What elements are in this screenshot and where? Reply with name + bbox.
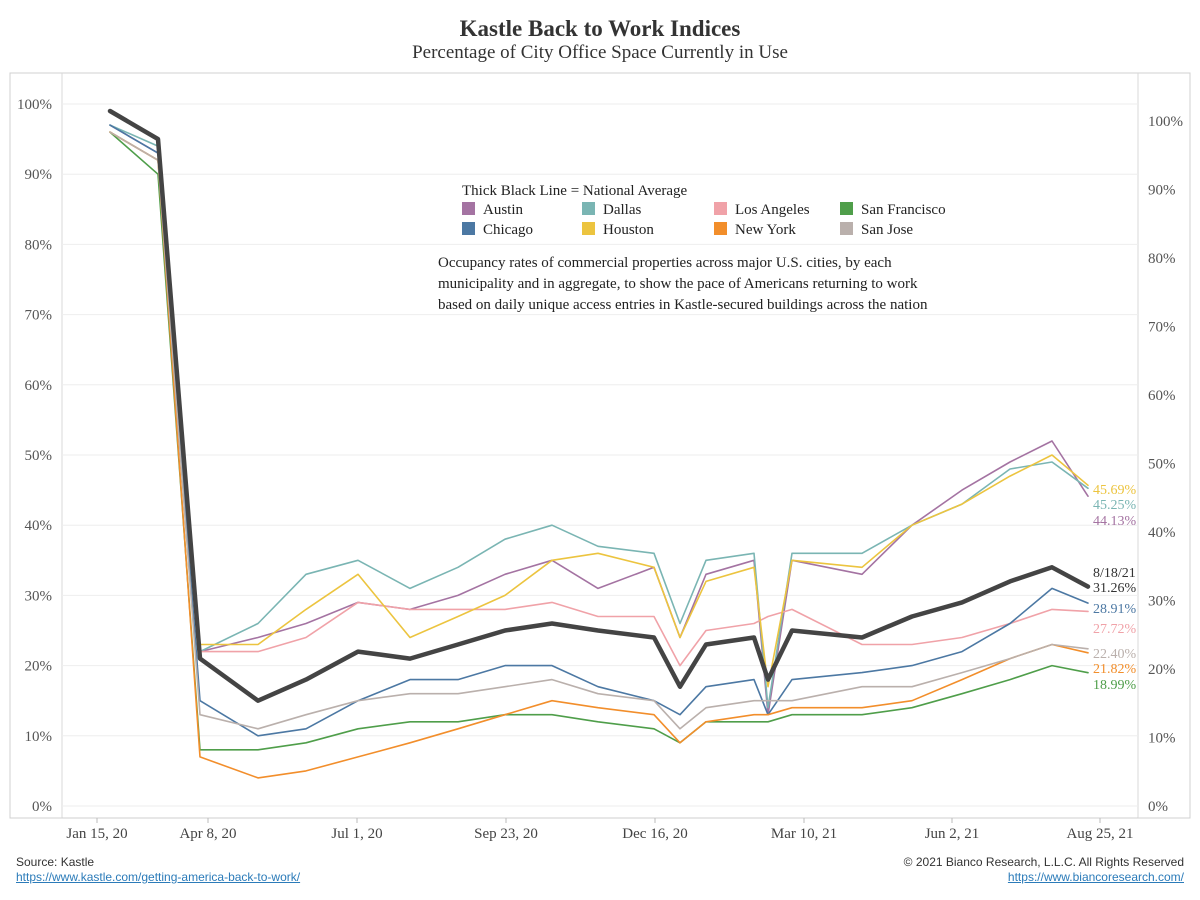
y-tick-label-left: 60%	[25, 378, 53, 394]
axes: 0% 0% 10% 10% 20% 20% 30% 30% 40% 40% 50% 50% 60% 60%…	[17, 97, 1183, 842]
series-lines	[107, 108, 1091, 779]
y-tick-label-left: 40%	[25, 518, 53, 534]
legend-label-houston: Houston	[603, 222, 654, 238]
chart-subtitle: Percentage of City Office Space Currentl…	[412, 42, 788, 63]
y-tick-label-right: 100%	[1148, 114, 1183, 130]
y-tick-label-left: 100%	[17, 97, 52, 113]
legend: Thick Black Line = National Average Austi…	[438, 183, 946, 313]
copyright-text: © 2021 Bianco Research, L.L.C. All Right…	[903, 855, 1184, 869]
legend-swatch-houston	[582, 222, 595, 235]
legend-swatch-los-angeles	[714, 202, 727, 215]
y-tick-label-right: 60%	[1148, 388, 1176, 404]
x-tick-label: Mar 10, 21	[771, 826, 837, 842]
series-line-los-angeles	[109, 131, 1089, 667]
end-label-dallas: 45.25%	[1093, 498, 1137, 513]
legend-swatch-san-francisco	[840, 202, 853, 215]
y-tick-label-right: 20%	[1148, 662, 1176, 678]
x-tick-label: Jul 1, 20	[331, 826, 382, 842]
site-link[interactable]: https://www.biancoresearch.com/	[1007, 870, 1184, 884]
y-tick-label-right: 50%	[1148, 457, 1176, 473]
series-line-national-average	[107, 108, 1091, 703]
series-line-san-francisco	[109, 131, 1089, 751]
end-labels: 8/18/21 45.69%45.25%44.13% 31.26% 28.91% 27.…	[1093, 483, 1137, 693]
footer-copyright: © 2021 Bianco Research, L.L.C. All Right…	[904, 855, 1184, 885]
chart-title: Kastle Back to Work Indices	[459, 16, 741, 41]
end-label-austin: 44.13%	[1093, 514, 1137, 529]
end-label-new-york: 21.82%	[1093, 662, 1137, 677]
legend-swatch-chicago	[462, 222, 475, 235]
y-tick-label-right: 80%	[1148, 251, 1176, 267]
series-line-new-york	[109, 131, 1089, 779]
legend-swatch-dallas	[582, 202, 595, 215]
footer-source: Source: Kastle https://www.kastle.com/ge…	[16, 855, 300, 885]
legend-swatch-san-jose	[840, 222, 853, 235]
legend-description-line: Occupancy rates of commercial properties…	[438, 255, 892, 271]
legend-label-new-york: New York	[735, 222, 796, 238]
end-date-label: 8/18/21	[1093, 566, 1136, 581]
legend-description-line: municipality and in aggregate, to show t…	[438, 276, 918, 292]
legend-label-los-angeles: Los Angeles	[735, 202, 810, 218]
end-label-los-angeles: 27.72%	[1093, 622, 1137, 637]
y-tick-label-right: 10%	[1148, 731, 1176, 747]
end-label-chicago: 28.91%	[1093, 602, 1137, 617]
series-line-houston	[109, 131, 1089, 688]
y-tick-label-right: 40%	[1148, 525, 1176, 541]
x-tick-label: Jun 2, 21	[925, 826, 980, 842]
y-tick-label-right: 90%	[1148, 183, 1176, 199]
y-tick-label-left: 90%	[25, 167, 53, 183]
y-tick-label-left: 10%	[25, 729, 53, 745]
x-tick-label: Sep 23, 20	[474, 826, 538, 842]
legend-description-line: based on daily unique access entries in …	[438, 297, 928, 313]
end-label-san-francisco: 18.99%	[1093, 678, 1137, 693]
end-label-national-average: 31.26%	[1093, 581, 1137, 596]
gridlines	[62, 103, 1138, 807]
legend-label-dallas: Dallas	[603, 202, 641, 218]
legend-label-san-jose: San Jose	[861, 222, 913, 238]
legend-label-san-francisco: San Francisco	[861, 202, 946, 218]
series-line-san-jose	[109, 131, 1089, 730]
y-tick-label-left: 20%	[25, 659, 53, 675]
legend-heading: Thick Black Line = National Average	[462, 183, 688, 199]
x-tick-label: Dec 16, 20	[622, 826, 687, 842]
y-tick-label-right: 70%	[1148, 320, 1176, 336]
x-tick-label: Jan 15, 20	[66, 826, 127, 842]
plot-frame	[9, 72, 1191, 819]
legend-swatch-austin	[462, 202, 475, 215]
x-tick-label: Apr 8, 20	[179, 826, 236, 842]
legend-label-austin: Austin	[483, 202, 524, 218]
y-tick-label-left: 0%	[32, 799, 52, 815]
x-tick-label: Aug 25, 21	[1066, 826, 1133, 842]
y-tick-label-right: 30%	[1148, 594, 1176, 610]
source-link[interactable]: https://www.kastle.com/getting-america-b…	[16, 870, 301, 884]
y-tick-label-right: 0%	[1148, 799, 1168, 815]
source-label: Source: Kastle	[16, 855, 95, 869]
y-tick-label-left: 50%	[25, 448, 53, 464]
y-tick-label-left: 30%	[25, 588, 53, 604]
end-label-san-jose: 22.40%	[1093, 647, 1137, 662]
y-tick-label-left: 80%	[25, 237, 53, 253]
y-tick-label-left: 70%	[25, 308, 53, 324]
end-label-houston: 45.69%	[1093, 483, 1137, 498]
legend-label-chicago: Chicago	[483, 222, 533, 238]
legend-swatch-new-york	[714, 222, 727, 235]
